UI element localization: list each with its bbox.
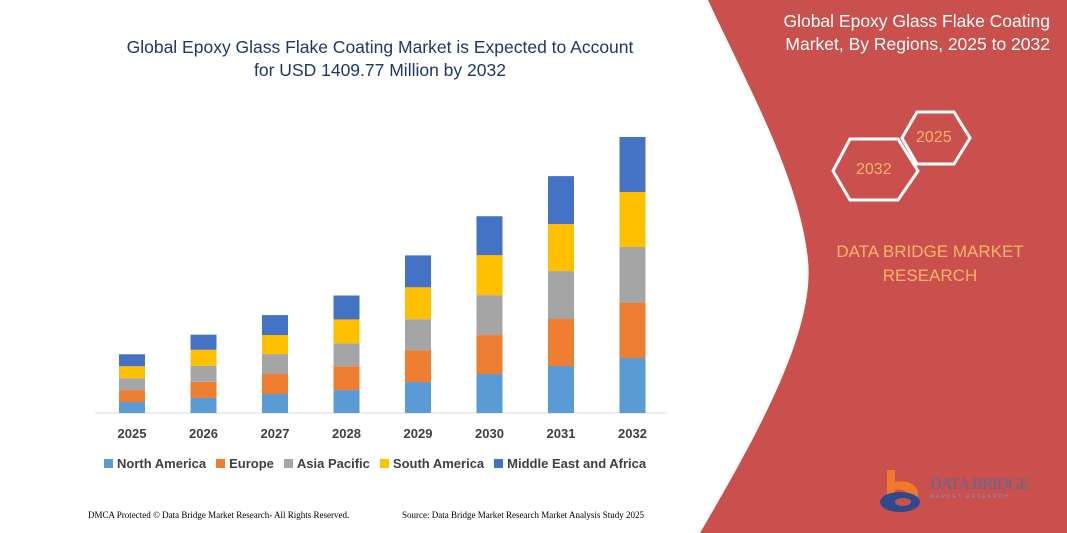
legend-label: South America: [392, 456, 485, 471]
bar-segment-2026-0: [190, 397, 217, 413]
x-tick-label: 2025: [117, 426, 147, 441]
bar-segment-2029-3: [405, 287, 431, 320]
legend-item: Middle East and Africa: [494, 456, 646, 471]
bar-segment-2030-3: [476, 255, 503, 296]
legend-item: North America: [104, 456, 206, 471]
x-tick-label: 2028: [332, 426, 361, 441]
bar-segment-2030-2: [476, 295, 503, 336]
bar-segment-2031-3: [548, 224, 574, 272]
x-tick-label: 2029: [403, 426, 433, 441]
bar-segment-2026-4: [190, 334, 217, 350]
bar-segment-2025-3: [119, 366, 145, 379]
x-tick-label: 2032: [618, 426, 647, 441]
bar-segment-2026-3: [190, 349, 217, 366]
brand-text: DATA BRIDGE MARKET RESEARCH: [836, 242, 1024, 285]
logo-subtext: MARKET RESEARCH: [930, 494, 1010, 500]
bar-segment-2032-0: [619, 357, 646, 413]
bar-segment-2031-4: [548, 176, 574, 225]
bar-segment-2032-3: [619, 191, 646, 247]
bar-segment-2028-1: [333, 366, 360, 391]
bar-segment-2028-3: [333, 319, 360, 344]
bar-segment-2027-1: [262, 374, 288, 395]
hexagon-2025: [900, 110, 972, 166]
hexagon-2032: [831, 137, 920, 202]
legend-swatch: [494, 459, 504, 468]
bar-segment-2029-2: [405, 319, 431, 351]
hex-label-2025: 2025: [916, 129, 952, 146]
bar-segment-2027-2: [262, 354, 288, 375]
legend-swatch: [379, 459, 389, 468]
bar-segment-2032-2: [619, 246, 646, 303]
legend-swatch: [283, 459, 293, 468]
logo-icon: [880, 470, 920, 512]
x-tick-label: 2027: [260, 426, 290, 441]
bar-segment-2030-4: [476, 216, 503, 256]
legend-label: Asia Pacific: [296, 456, 370, 471]
bar-segment-2027-3: [262, 335, 288, 355]
bar-segment-2031-1: [548, 319, 574, 367]
side-panel-title: Global Epoxy Glass Flake Coating Market,…: [783, 11, 1050, 54]
bars: [119, 136, 646, 413]
legend: North America Europe Asia Pacific South Ame…: [104, 456, 646, 471]
bar-segment-2031-0: [548, 366, 574, 413]
legend-item: Europe: [216, 456, 274, 471]
legend-label: Middle East and Africa: [507, 456, 647, 471]
legend-swatch: [216, 459, 226, 468]
x-tick-label: 2030: [475, 426, 504, 441]
footer-source: Source: Data Bridge Market Research Mark…: [402, 510, 644, 520]
bar-segment-2025-4: [119, 354, 145, 367]
bar-segment-2027-0: [262, 394, 288, 413]
bar-segment-2030-0: [476, 374, 503, 413]
hex-label-2032: 2032: [856, 161, 892, 178]
x-tick-label: 2026: [189, 426, 218, 441]
bar-segment-2026-2: [190, 365, 217, 382]
bar-segment-2027-4: [262, 315, 288, 336]
legend-item: South America: [379, 456, 485, 471]
bar-segment-2025-0: [119, 402, 145, 413]
x-tick-label: 2031: [546, 426, 576, 441]
bar-segment-2028-0: [333, 390, 360, 413]
bar-segment-2029-1: [405, 350, 431, 383]
logo-text: DATA BRIDGE: [930, 476, 1029, 493]
bar-segment-2029-4: [405, 255, 431, 288]
footer-copyright: DMCA Protected © Data Bridge Market Rese…: [88, 510, 350, 520]
bar-segment-2028-4: [333, 295, 360, 320]
legend-swatch: [104, 459, 113, 468]
bar-segment-2030-1: [476, 335, 503, 375]
chart-title: Global Epoxy Glass Flake Coating Market …: [126, 37, 634, 80]
bar-segment-2031-2: [548, 271, 574, 320]
legend-label: Europe: [229, 456, 274, 471]
bar-segment-2025-2: [119, 378, 145, 391]
bar-segment-2025-1: [119, 390, 145, 403]
legend-label: North America: [117, 456, 207, 471]
bar-segment-2032-4: [619, 136, 646, 192]
bar-segment-2028-2: [333, 343, 360, 367]
bar-segment-2032-1: [619, 302, 646, 358]
bar-segment-2029-0: [405, 382, 431, 413]
legend-item: Asia Pacific: [283, 456, 370, 471]
side-panel: [700, 0, 1067, 533]
bar-segment-2026-1: [190, 381, 217, 398]
